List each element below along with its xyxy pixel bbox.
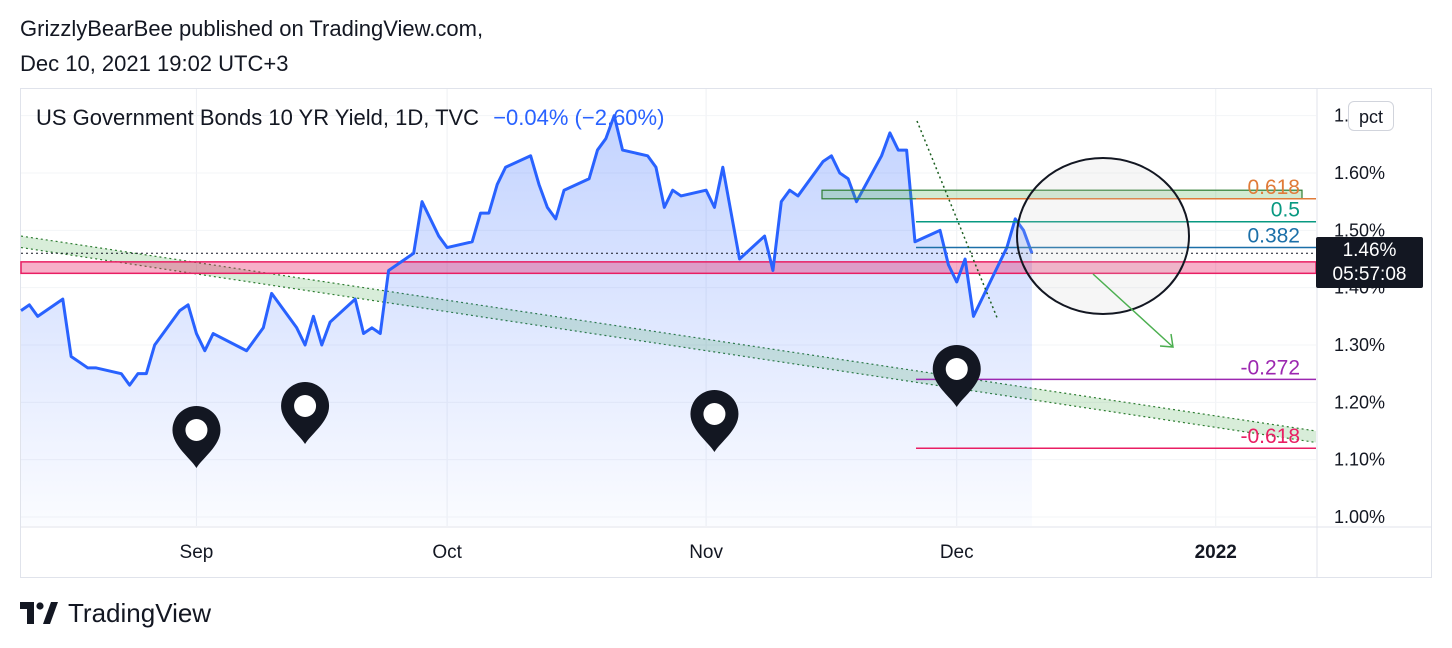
publisher-line: GrizzlyBearBee published on TradingView.…: [20, 16, 484, 41]
chart-frame[interactable]: [20, 88, 1432, 578]
fib-label: -0.272: [1240, 356, 1300, 379]
percent-scale-button[interactable]: pct: [1348, 101, 1394, 131]
x-tick-label: Nov: [689, 542, 723, 563]
event-marker-icon: [932, 345, 981, 407]
event-marker-icon: [690, 390, 739, 452]
tradingview-logo-text: TradingView: [68, 597, 212, 628]
chart-legend[interactable]: US Government Bonds 10 YR Yield, 1D, TVC…: [36, 105, 664, 131]
trend-channel-upper: [20, 235, 1317, 432]
fib-label: 0.382: [1247, 225, 1300, 248]
fib-label: 0.5: [1271, 199, 1300, 222]
arrow-line: [1092, 273, 1174, 348]
event-marker-icon: [281, 382, 330, 444]
publish-date: Dec 10, 2021 19:02 UTC+3: [20, 51, 289, 76]
arrow-head: [1159, 333, 1174, 348]
trend-channel-lower: [20, 246, 1317, 444]
series-line: [20, 114, 1034, 387]
legend-symbol: US Government Bonds 10 YR Yield, 1D, TVC: [36, 105, 480, 130]
y-tick-label: 1.50%: [1334, 220, 1385, 240]
y-tick-label: 1.20%: [1334, 392, 1385, 412]
y-tick-label: 1.60%: [1334, 163, 1385, 183]
series-area: [21, 115, 1032, 527]
legend-change: −0.04% (−2.60%): [493, 105, 665, 130]
y-tick-label: 1.30%: [1334, 335, 1385, 355]
x-tick-label: 2022: [1195, 542, 1237, 563]
current-price-label: 1.46% 05:57:08: [1316, 237, 1423, 288]
y-tick-label: 1.10%: [1334, 450, 1385, 470]
circle-annotation: [1016, 157, 1190, 315]
tradingview-logo-icon: [20, 602, 58, 624]
x-tick-label: Oct: [432, 542, 462, 563]
current-price-value: 1.46%: [1342, 240, 1397, 261]
fib-label: 0.618: [1247, 176, 1300, 199]
y-tick-label: 1.00%: [1334, 507, 1385, 527]
event-marker-icon: [172, 406, 221, 468]
fib-label: -0.618: [1240, 425, 1300, 448]
countdown-timer: 05:57:08: [1332, 264, 1407, 285]
x-tick-label: Sep: [180, 542, 214, 563]
tradingview-logo[interactable]: TradingView: [20, 598, 211, 628]
x-tick-label: Dec: [940, 542, 974, 563]
drawn-trendline: [916, 120, 999, 321]
